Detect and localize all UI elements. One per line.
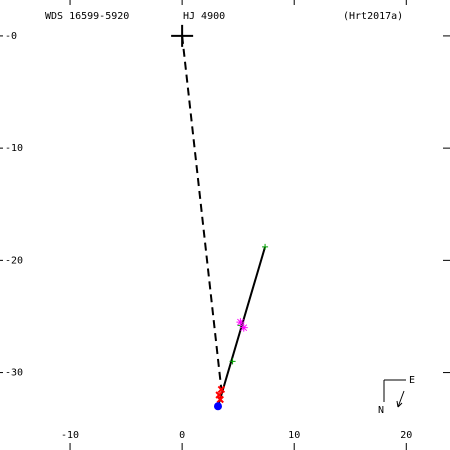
compass-east: E: [409, 375, 415, 386]
marker: [229, 358, 236, 365]
compass: E N: [378, 375, 415, 416]
connector-line: [217, 246, 267, 407]
x-tick-label: 0: [179, 430, 185, 441]
marker: [262, 243, 269, 250]
x-tick-label: 10: [288, 430, 300, 441]
compass-arrow: [397, 402, 403, 408]
reference: (Hrt2017a): [343, 11, 403, 22]
marker: [239, 323, 248, 332]
marker: [171, 24, 194, 47]
position-dot: [213, 402, 222, 411]
marker: [216, 395, 224, 404]
compass-arrow: [396, 400, 399, 408]
compass-arrow: [397, 390, 405, 408]
marker: [236, 318, 245, 327]
y-tick-label: -10: [5, 143, 23, 154]
compass-north: N: [378, 405, 384, 416]
chart-title: WDS 16599-5920: [45, 11, 129, 22]
x-tick-label: -10: [61, 430, 79, 441]
y-tick-label: -20: [5, 255, 23, 266]
x-tick-label: 20: [400, 430, 412, 441]
chart-subtitle: HJ 4900: [183, 11, 225, 22]
y-tick-label: -0: [5, 31, 17, 42]
y-tick-label: -30: [5, 368, 23, 379]
connector-line: [181, 35, 223, 390]
marker: [217, 385, 226, 394]
